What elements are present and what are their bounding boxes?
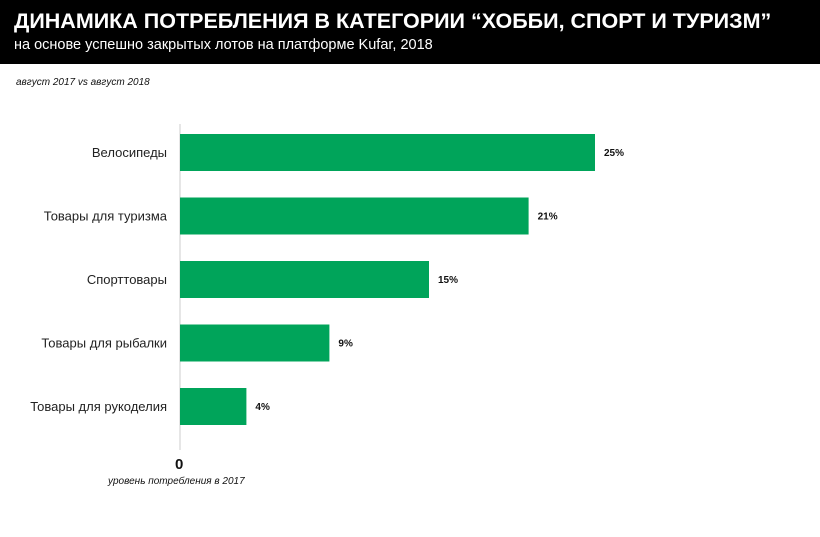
bar-2	[180, 261, 429, 298]
header-banner: ДИНАМИКА ПОТРЕБЛЕНИЯ В КАТЕГОРИИ “ХОББИ,…	[0, 0, 820, 64]
baseline-note: уровень потребления в 2017	[108, 476, 245, 487]
bar-3	[180, 324, 330, 362]
value-label-3: 9%	[338, 339, 353, 350]
bar-1	[180, 197, 529, 235]
zero-label: 0	[175, 456, 184, 473]
chart-title: ДИНАМИКА ПОТРЕБЛЕНИЯ В КАТЕГОРИИ “ХОББИ,…	[14, 9, 772, 33]
category-label-2: Спорттовары	[87, 272, 167, 287]
value-label-0: 25%	[604, 148, 624, 159]
period-note: август 2017 vs август 2018	[16, 77, 150, 88]
bar-0	[180, 134, 595, 171]
value-label-2: 15%	[438, 275, 458, 286]
bar-4	[180, 388, 247, 425]
value-label-4: 4%	[255, 402, 270, 413]
category-label-0: Велосипеды	[92, 145, 167, 160]
chart-subtitle: на основе успешно закрытых лотов на плат…	[14, 37, 433, 53]
category-label-4: Товары для рукоделия	[30, 399, 167, 414]
category-label-3: Товары для рыбалки	[41, 336, 167, 351]
category-label-1: Товары для туризма	[44, 209, 168, 224]
value-label-1: 21%	[538, 212, 558, 223]
